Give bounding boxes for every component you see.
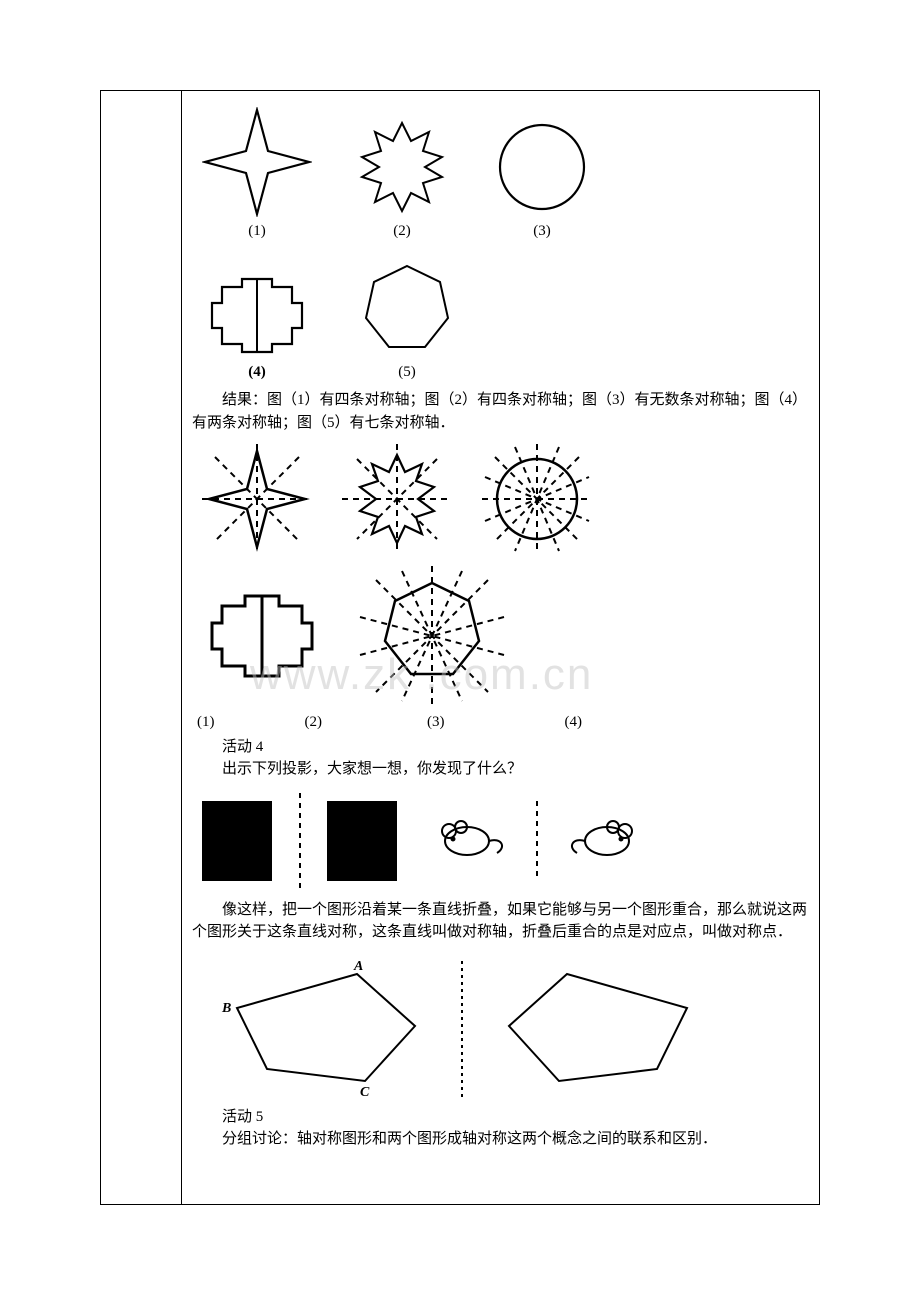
pentagon-left-icon bbox=[237, 974, 415, 1081]
figure-1-label: (1) bbox=[248, 220, 266, 243]
axis-fig-3 bbox=[477, 439, 597, 559]
figure-5-label: (5) bbox=[398, 361, 416, 384]
axis-fig-2 bbox=[337, 439, 457, 559]
activity-4-prompt: 出示下列投影，大家想一想，你发现了什么？ bbox=[192, 758, 809, 781]
figure-1-star4: (1) bbox=[202, 107, 312, 243]
mouse-left-icon bbox=[442, 821, 502, 855]
content-column: (1) (2) (3) bbox=[182, 91, 819, 1204]
axis-fig-4 bbox=[197, 581, 327, 691]
axis-label-2: (2) bbox=[305, 711, 323, 734]
figure-3-label: (3) bbox=[533, 220, 551, 243]
axis-fig-5 bbox=[347, 561, 517, 711]
figure-2-star8: (2) bbox=[352, 117, 452, 243]
definition-text: 像这样，把一个图形沿着某一条直线折叠，如果它能够与另一个图形重合，那么就说这两个… bbox=[192, 899, 809, 944]
star4-icon bbox=[205, 110, 309, 214]
heptagon-icon bbox=[366, 266, 448, 347]
pentagon-label-B: B bbox=[221, 1001, 231, 1016]
pentagon-label-C: C bbox=[360, 1085, 370, 1100]
figure-row-2: (4) (5) bbox=[202, 258, 809, 384]
mirror-pairs-figure bbox=[192, 791, 809, 891]
pentagon-mirror-figure: A B C bbox=[192, 956, 809, 1106]
activity-5-prompt: 分组讨论：轴对称图形和两个图形成轴对称这两个概念之间的联系和区别． bbox=[192, 1128, 809, 1151]
result-text: 结果：图（1）有四条对称轴；图（2）有四条对称轴；图（3）有无数条对称轴；图（4… bbox=[192, 389, 809, 434]
left-margin-column bbox=[101, 91, 182, 1204]
axis-label-1: (1) bbox=[197, 711, 215, 734]
activity-5-title: 活动 5 bbox=[192, 1106, 809, 1129]
figure-4-label: (4) bbox=[248, 361, 266, 384]
content-frame: (1) (2) (3) bbox=[100, 90, 820, 1205]
axis-labels-row: (1) (2) (3) (4) bbox=[197, 711, 809, 734]
figure-3-circle: (3) bbox=[492, 117, 592, 243]
figure-5-heptagon: (5) bbox=[352, 258, 462, 384]
axis-label-3: (3) bbox=[427, 711, 445, 734]
activity-4-title: 活动 4 bbox=[192, 736, 809, 759]
star8-icon bbox=[362, 123, 442, 211]
axis-fig-1 bbox=[197, 439, 317, 559]
figure-4-hshape: (4) bbox=[202, 273, 312, 384]
figure-row-1: (1) (2) (3) bbox=[202, 107, 809, 243]
mouse-right-icon bbox=[572, 821, 632, 855]
figure-2-label: (2) bbox=[393, 220, 411, 243]
circle-icon bbox=[500, 125, 584, 209]
axis-row-2 bbox=[197, 561, 809, 711]
pentagon-right-icon bbox=[509, 974, 687, 1081]
axis-row-1 bbox=[197, 439, 809, 559]
pentagon-label-A: A bbox=[353, 959, 363, 974]
axis-label-4: (4) bbox=[565, 711, 583, 734]
